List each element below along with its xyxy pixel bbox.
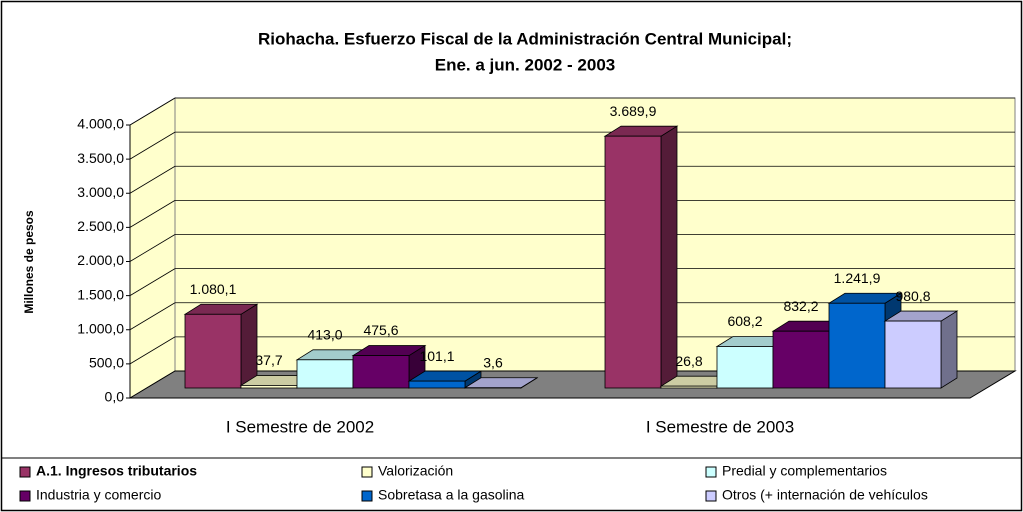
legend-label: Predial y complementarios — [722, 463, 887, 479]
data-label: 37,7 — [255, 352, 282, 368]
legend-label: Valorización — [378, 463, 453, 479]
x-tick-label: I Semestre de 2003 — [646, 417, 794, 436]
legend-swatch — [19, 490, 31, 502]
bar — [240, 385, 298, 389]
y-tick-label: 3.000,0 — [77, 184, 124, 200]
data-label: 832,2 — [783, 298, 818, 314]
grid-line — [129, 302, 176, 331]
data-label: 608,2 — [727, 313, 762, 329]
data-label: 980,8 — [895, 288, 930, 304]
bar-side — [240, 303, 258, 389]
bar — [716, 346, 774, 389]
bar-side — [660, 125, 678, 389]
y-tick-label: 3.500,0 — [77, 150, 124, 166]
data-label: 3.689,9 — [610, 103, 657, 119]
legend-label: Sobretasa a la gasolina — [378, 487, 525, 503]
y-tick-label: 2.000,0 — [77, 252, 124, 268]
legend-swatch — [19, 466, 31, 478]
bar — [408, 380, 466, 389]
x-tick-label: I Semestre de 2002 — [226, 417, 374, 436]
legend-label: A.1. Ingresos tributarios — [36, 463, 197, 479]
grid-line — [129, 336, 176, 365]
data-label: 475,6 — [363, 322, 398, 338]
grid-line — [129, 200, 176, 228]
y-tick-label: 0,0 — [105, 389, 125, 405]
legend-label: Industria y comercio — [36, 487, 161, 503]
grid-line — [129, 97, 176, 126]
grid-line — [129, 268, 176, 296]
bar — [828, 302, 886, 389]
data-label: 413,0 — [307, 327, 342, 343]
grid-line — [129, 165, 176, 194]
chart-title: Riohacha. Esfuerzo Fiscal de la Administ… — [258, 29, 792, 48]
bar — [352, 355, 410, 389]
y-tick-label: 2.500,0 — [77, 218, 124, 234]
data-label: 1.241,9 — [834, 270, 881, 286]
chart-subtitle: Ene. a jun. 2002 - 2003 — [435, 55, 615, 74]
bar — [884, 320, 942, 389]
data-label: 101,1 — [419, 348, 454, 364]
bar — [604, 135, 662, 389]
data-label: 26,8 — [675, 353, 702, 369]
y-tick-label: 500,0 — [89, 355, 124, 371]
y-axis-label: Millones de pesos — [22, 210, 36, 314]
y-tick-label: 4.000,0 — [77, 116, 124, 132]
bar — [660, 385, 718, 389]
legend-swatch — [361, 466, 373, 478]
bar — [772, 330, 830, 389]
bar — [184, 313, 242, 389]
y-tick-label: 1.000,0 — [77, 320, 124, 336]
data-label: 3,6 — [483, 354, 503, 370]
y-tick-label: 1.500,0 — [77, 286, 124, 302]
bar — [296, 359, 354, 389]
legend-label: Otros (+ internación de vehículos — [722, 487, 928, 503]
legend-swatch — [705, 466, 717, 478]
grid-line — [129, 234, 176, 262]
bar-side — [940, 310, 958, 389]
legend-swatch — [361, 490, 373, 502]
legend-swatch — [705, 490, 717, 502]
grid-line — [129, 131, 176, 160]
data-label: 1.080,1 — [190, 281, 237, 297]
